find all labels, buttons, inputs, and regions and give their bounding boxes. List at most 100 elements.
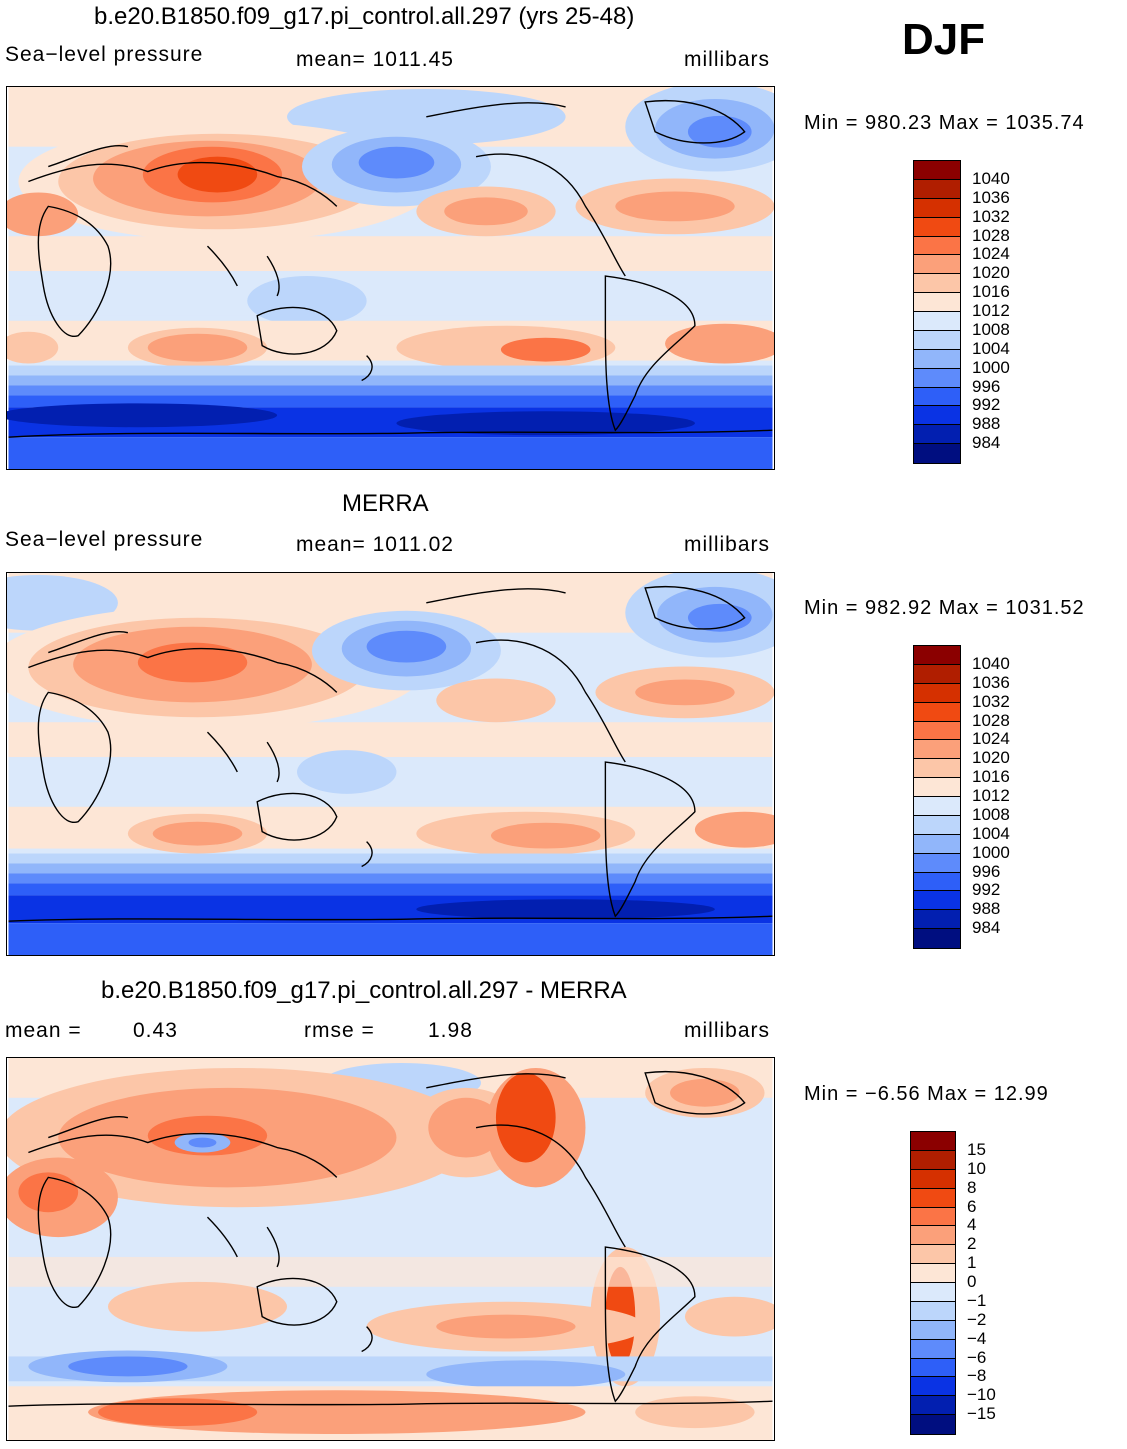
colorbar-swatch (914, 664, 960, 684)
colorbar-tick-label: 1024 (972, 244, 1010, 264)
colorbar-swatch (914, 161, 960, 180)
colorbar-tick-label: 1008 (972, 319, 1010, 339)
colorbar-swatch (914, 891, 960, 911)
panel3-rmse-value: 1.98 (428, 1019, 473, 1042)
panel2-colorbar (913, 645, 961, 949)
colorbar-swatch (914, 179, 960, 199)
colorbar-tick-label: 1032 (972, 691, 1010, 711)
colorbar-tick-label: 984 (972, 918, 1001, 938)
colorbar-swatch (914, 330, 960, 350)
colorbar-tick-label: 1020 (972, 748, 1010, 768)
colorbar-swatch (911, 1264, 955, 1283)
colorbar-swatch (914, 778, 960, 797)
panel3-rmse-label: rmse = (304, 1019, 375, 1042)
panel2-map-field (7, 573, 774, 955)
colorbar-tick-label: 4 (967, 1215, 977, 1235)
colorbar-tick-label: 1028 (972, 710, 1010, 730)
colorbar-swatch (914, 198, 960, 218)
colorbar-swatch (911, 1358, 955, 1378)
colorbar-swatch (911, 1169, 955, 1189)
panel1-title: b.e20.B1850.f09_g17.pi_control.all.297 (… (94, 3, 635, 30)
colorbar-swatch (911, 1320, 955, 1340)
panel2-title: MERRA (342, 490, 429, 517)
colorbar-swatch (914, 387, 960, 407)
panel2-variable: Sea−level pressure (5, 528, 204, 551)
colorbar-swatch (911, 1377, 955, 1397)
colorbar-tick-label: 2 (967, 1234, 977, 1254)
colorbar-tick-label: 1032 (972, 206, 1010, 226)
colorbar-tick-label: 1036 (972, 187, 1010, 207)
colorbar-swatch (914, 406, 960, 426)
colorbar-swatch (911, 1207, 955, 1227)
season-label: DJF (902, 15, 986, 64)
panel3-colorbar (910, 1131, 956, 1435)
colorbar-swatch (914, 929, 960, 948)
colorbar-tick-label: 6 (967, 1196, 977, 1216)
panel3-title: b.e20.B1850.f09_g17.pi_control.all.297 -… (101, 977, 627, 1004)
colorbar-swatch (911, 1245, 955, 1265)
colorbar-tick-label: 1020 (972, 263, 1010, 283)
colorbar-tick-label: −4 (967, 1328, 987, 1348)
colorbar-tick-label: 1036 (972, 672, 1010, 692)
colorbar-swatch (914, 702, 960, 722)
colorbar-swatch (914, 368, 960, 388)
colorbar-tick-label: 1040 (972, 168, 1010, 188)
colorbar-swatch (914, 274, 960, 294)
colorbar-tick-label: 10 (967, 1158, 986, 1178)
panel3-minmax: Min = −6.56 Max = 12.99 (804, 1083, 1049, 1105)
colorbar-swatch (914, 444, 960, 463)
colorbar-swatch (911, 1188, 955, 1208)
panel1-units: millibars (684, 48, 771, 71)
panel1-mean: mean= 1011.45 (296, 48, 454, 71)
colorbar-tick-label: 1040 (972, 653, 1010, 673)
colorbar-tick-label: 992 (972, 395, 1001, 415)
colorbar-tick-label: 1000 (972, 842, 1010, 862)
colorbar-swatch (911, 1301, 955, 1321)
colorbar-swatch (914, 646, 960, 665)
colorbar-tick-label: 1008 (972, 804, 1010, 824)
panel1-minmax: Min = 980.23 Max = 1035.74 (804, 112, 1085, 134)
colorbar-tick-label: 984 (972, 433, 1001, 453)
colorbar-swatch (911, 1283, 955, 1302)
colorbar-tick-label: 1004 (972, 823, 1010, 843)
panel3-map-field (7, 1058, 774, 1440)
colorbar-swatch (911, 1396, 955, 1416)
colorbar-tick-label: 0 (967, 1272, 977, 1291)
colorbar-swatch (914, 425, 960, 445)
colorbar-swatch (911, 1339, 955, 1359)
colorbar-tick-label: 8 (967, 1177, 977, 1197)
colorbar-swatch (914, 815, 960, 835)
colorbar-swatch (914, 740, 960, 760)
colorbar-swatch (914, 293, 960, 312)
panel2-map (6, 572, 775, 956)
colorbar-swatch (914, 312, 960, 331)
colorbar-tick-label: 1012 (972, 786, 1010, 805)
panel3-map (6, 1057, 775, 1441)
colorbar-tick-label: −8 (967, 1366, 987, 1386)
colorbar-tick-label: 1024 (972, 729, 1010, 749)
colorbar-swatch (914, 236, 960, 256)
colorbar-tick-label: 996 (972, 861, 1001, 881)
colorbar-tick-label: 1016 (972, 282, 1010, 302)
colorbar-tick-label: −2 (967, 1309, 987, 1329)
colorbar-tick-label: 1004 (972, 338, 1010, 358)
colorbar-swatch (914, 217, 960, 237)
panel3-units: millibars (684, 1019, 771, 1042)
colorbar-tick-label: 1016 (972, 767, 1010, 787)
panel3-mean-value: 0.43 (133, 1019, 178, 1042)
colorbar-swatch (911, 1150, 955, 1170)
colorbar-swatch (914, 721, 960, 741)
colorbar-swatch (911, 1226, 955, 1246)
colorbar-tick-label: 1 (967, 1253, 977, 1273)
colorbar-swatch (914, 872, 960, 892)
colorbar-tick-label: −15 (967, 1404, 996, 1424)
colorbar-tick-label: 15 (967, 1139, 986, 1159)
colorbar-swatch (914, 910, 960, 930)
panel1-map (6, 86, 775, 470)
colorbar-swatch (914, 759, 960, 779)
panel3-mean-label: mean = (5, 1019, 82, 1042)
colorbar-tick-label: 992 (972, 880, 1001, 900)
panel2-mean: mean= 1011.02 (296, 533, 454, 556)
colorbar-swatch (911, 1415, 955, 1434)
panel1-map-field (7, 87, 774, 469)
